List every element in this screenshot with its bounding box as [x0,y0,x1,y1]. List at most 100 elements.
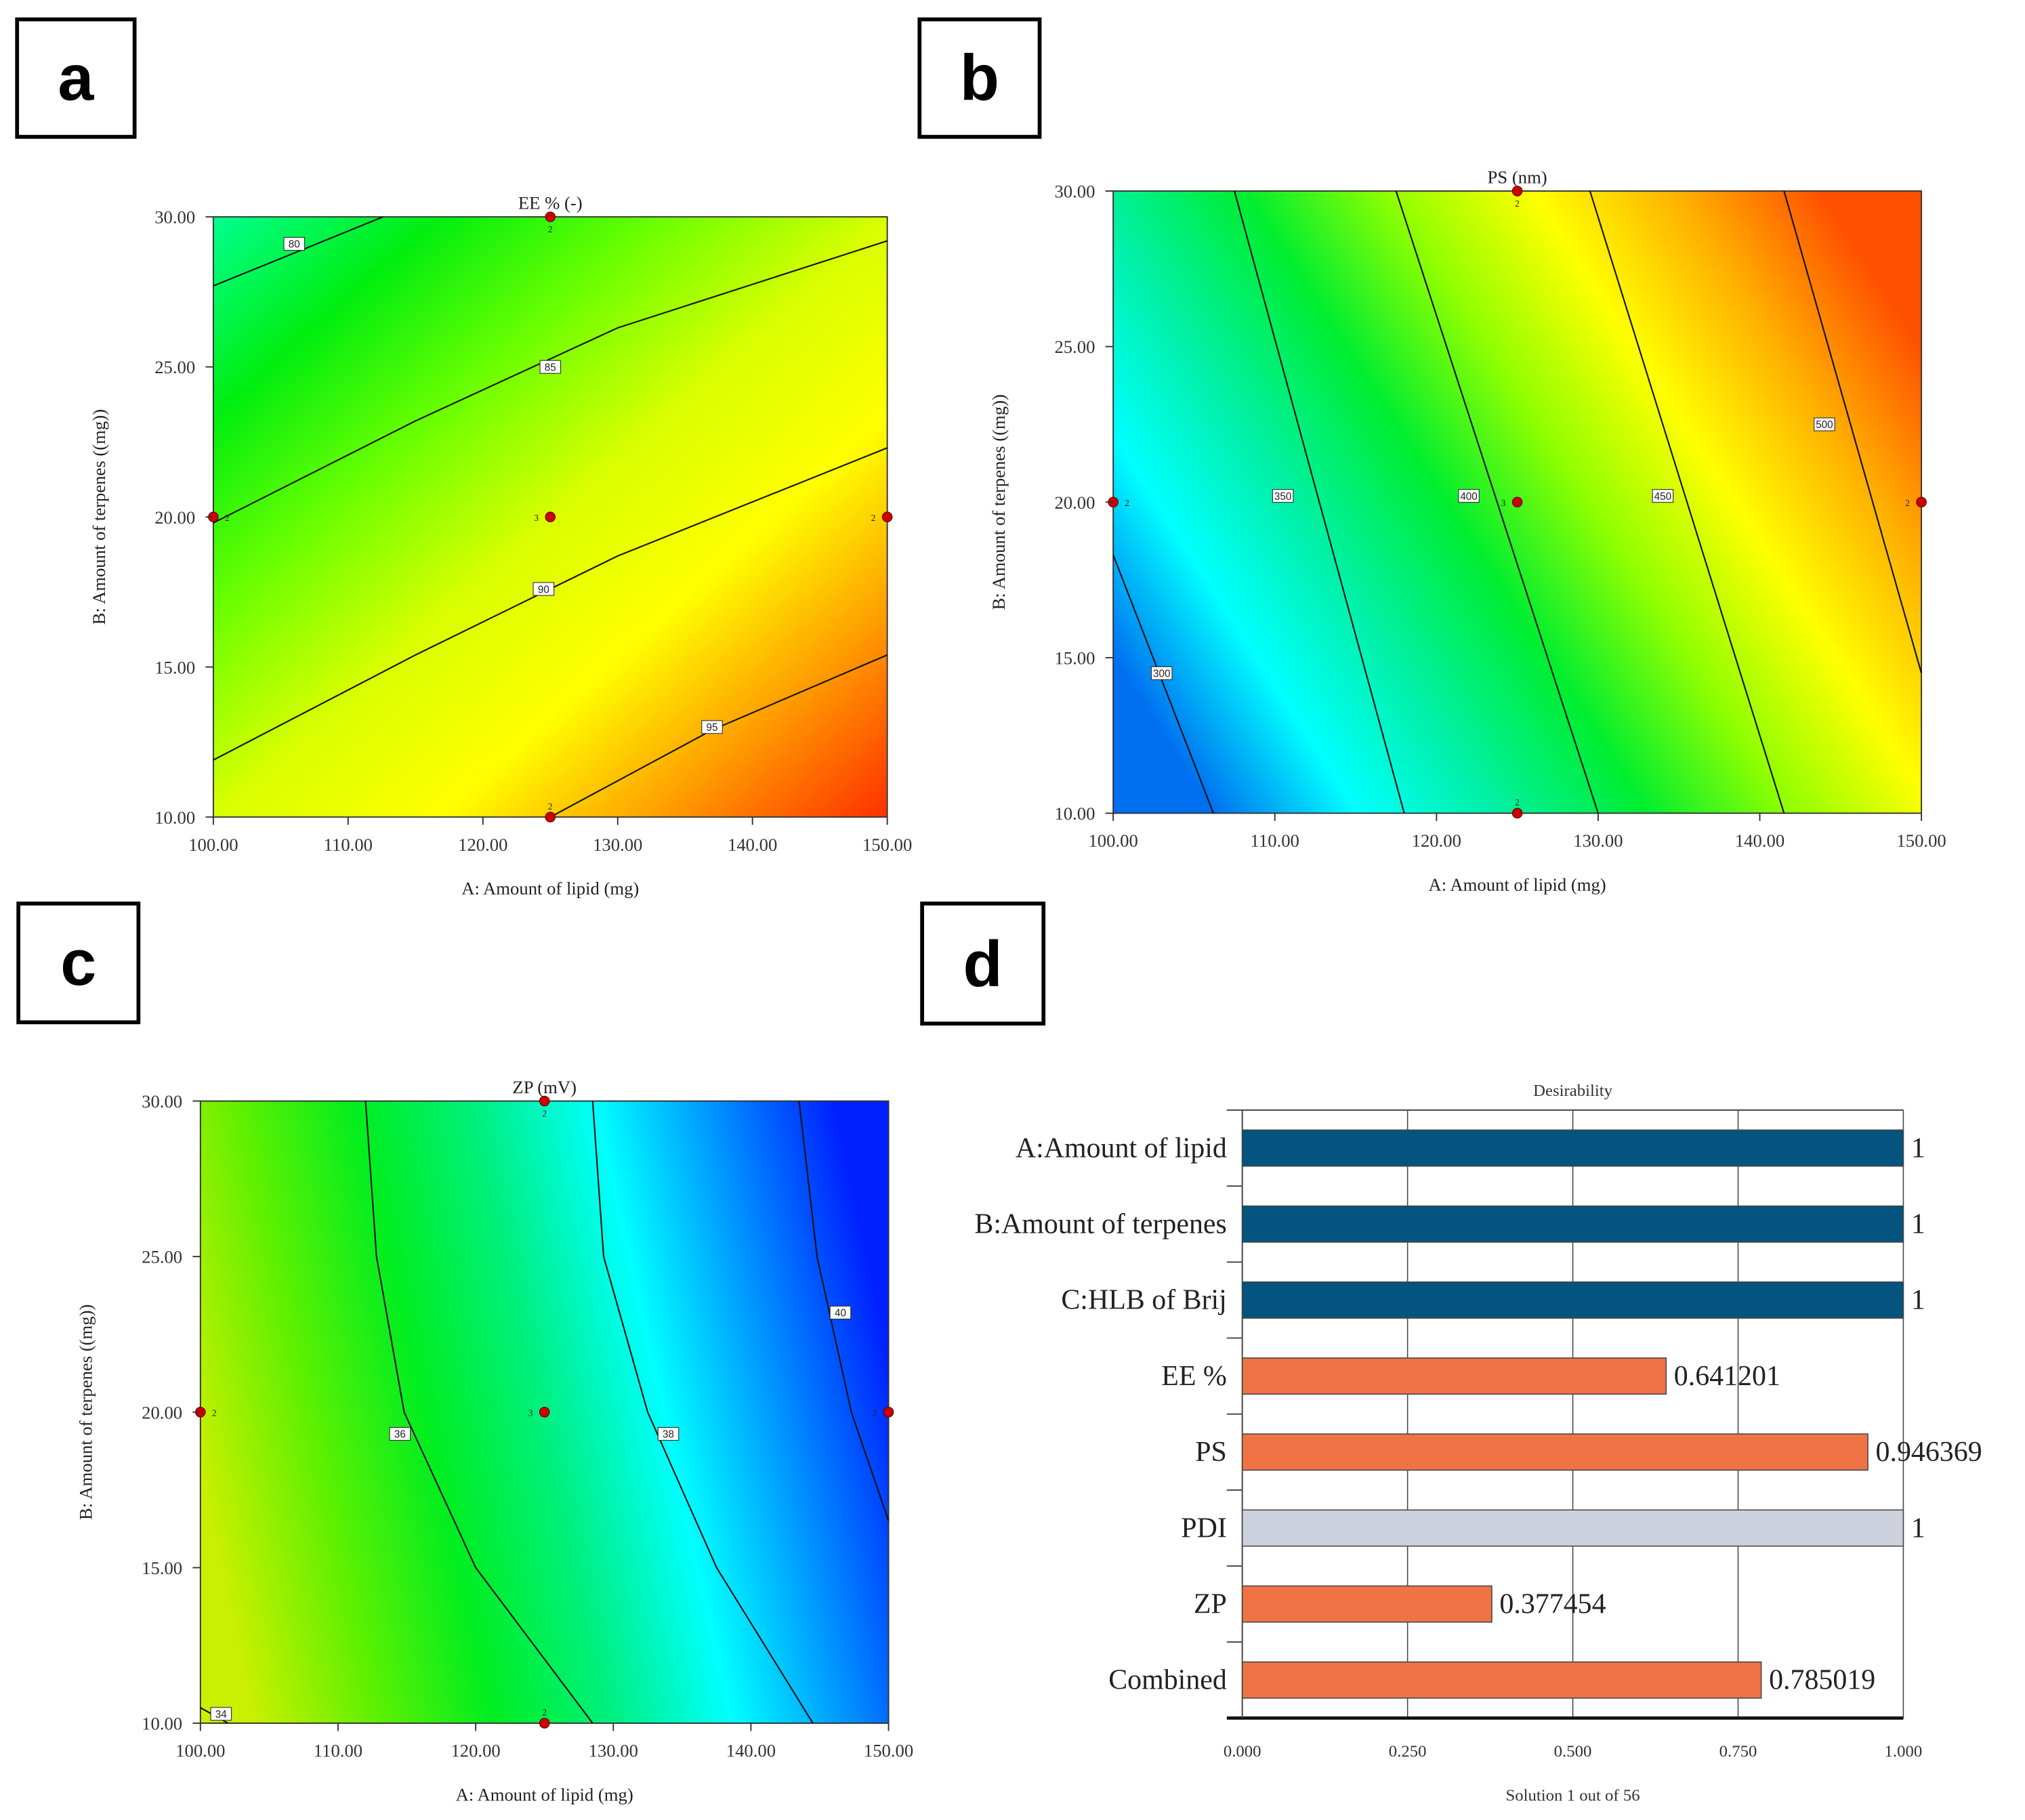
design-point-count: 3 [528,1408,533,1418]
contour-line-400 [1395,190,1599,813]
design-point-count: 2 [871,513,876,523]
x-axis-label: Solution 1 out of 56 [1505,1786,1640,1804]
design-point [1511,496,1523,508]
contour-line-80 [213,216,383,287]
contour-label: 36 [394,1429,406,1441]
x-tick-label: 120.00 [451,1741,500,1761]
x-axis-label: A: Amount of lipid (mg) [456,1784,633,1804]
design-point-count: 3 [534,513,539,523]
x-tick-label: 120.00 [1412,830,1461,851]
category-label: PDI [1181,1512,1227,1544]
category-label: Combined [1108,1665,1227,1696]
x-tick-label: 130.00 [589,1741,638,1761]
contour-label-box [1652,489,1674,503]
x-tick-label: 130.00 [1573,830,1623,851]
contour-label-box [389,1426,411,1441]
x-tick-label: 150.00 [1896,830,1946,851]
design-point [545,511,556,523]
design-point [1511,807,1523,819]
design-point [1916,496,1927,508]
value-label: 0.785019 [1769,1665,1875,1696]
y-axis-label: B: Amount of terpenes ((mg)) [76,1305,96,1520]
design-point-count: 2 [225,513,230,523]
x-tick-label: 120.00 [458,834,507,855]
design-point-count: 2 [542,1708,547,1718]
y-tick-label: 20.00 [1054,492,1095,513]
design-point [539,1406,550,1418]
bar [1241,1433,1869,1471]
category-label: A:Amount of lipid [1016,1133,1227,1164]
contour-label-box [701,720,723,734]
y-tick-label: 20.00 [142,1402,182,1422]
contour-label: 40 [835,1308,846,1319]
y-tick-label: 10.00 [1054,803,1095,824]
design-point-count: 2 [873,1408,877,1418]
category-label: ZP [1194,1588,1227,1620]
x-tick-label: 100.00 [175,1741,225,1761]
value-label: 1 [1911,1133,1925,1164]
y-tick-label: 30.00 [1054,182,1095,202]
panel-letter-box [917,17,1042,139]
design-point-count: 2 [212,1408,217,1418]
contour-label: 400 [1460,491,1477,503]
panel-letter: d [963,929,1003,1000]
contour-line-90 [213,447,888,761]
contour-line-350 [1234,190,1405,813]
value-label: 0.946369 [1876,1437,1982,1468]
contour-label: 500 [1816,419,1833,431]
bar [1241,1357,1667,1395]
category-label: C:HLB of Brij [1061,1285,1226,1316]
y-tick-label: 15.00 [154,657,195,677]
panel-letter-box [15,17,137,139]
x-axis-label: A: Amount of lipid (mg) [1429,874,1606,895]
x-tick-label: 140.00 [1735,830,1784,851]
panel-letter-box [920,902,1046,1026]
value-label: 1 [1911,1512,1925,1544]
design-point-count: 3 [1501,498,1506,508]
contour-line-38 [591,1101,814,1724]
contour-label: 450 [1654,491,1671,503]
bar [1241,1205,1904,1243]
contour-label: 350 [1274,491,1291,503]
y-tick-label: 25.00 [1054,337,1095,357]
chart-title: Desirability [1533,1082,1613,1100]
design-point [539,1718,550,1729]
value-label: 0.641201 [1674,1361,1780,1392]
contour-label-box [539,360,562,374]
panel-letter-box [16,902,141,1025]
x-tick-label: 1.000 [1885,1743,1923,1761]
panel-a: a 80 85 90 95 2 2 3 2 2 100.00 110.00 120.00 130.00 14… [15,17,912,899]
x-tick-label: 0.750 [1719,1743,1757,1761]
design-point-count: 2 [1125,498,1129,508]
category-label: PS [1195,1437,1227,1468]
contour-label-box [657,1426,680,1441]
x-tick-label: 150.00 [864,1741,913,1761]
design-point [539,1095,550,1107]
contour-label-box [829,1305,852,1319]
design-point [545,211,556,222]
bar [1241,1585,1492,1623]
design-point [883,1406,894,1418]
x-tick-label: 110.00 [1251,830,1299,851]
x-tick-label: 140.00 [728,834,777,855]
design-point-count: 2 [548,224,553,234]
y-tick-label: 15.00 [142,1558,182,1578]
y-tick-label: 10.00 [154,807,195,828]
bar [1241,1281,1904,1319]
x-tick-label: 150.00 [862,834,912,855]
x-tick-label: 0.500 [1554,1743,1592,1761]
category-label: EE % [1161,1361,1227,1392]
y-tick-label: 15.00 [1054,648,1095,668]
design-point [545,811,556,823]
contour-label-box [1272,489,1294,503]
contour-label-box [533,582,555,596]
x-tick-label: 140.00 [726,1741,776,1761]
plot-title: EE % (-) [518,193,583,213]
panel-d: d Desirability 0.000 0.250 0.500 0.750 1.000 A:… [920,902,1982,1804]
x-tick-label: 100.00 [1088,830,1137,851]
y-axis-label: B: Amount of terpenes ((mg)) [89,409,109,625]
x-tick-label: 110.00 [324,834,373,855]
panel-letter: b [960,43,999,114]
plot-title: ZP (mV) [512,1077,577,1097]
contour-line-300 [1112,555,1214,813]
